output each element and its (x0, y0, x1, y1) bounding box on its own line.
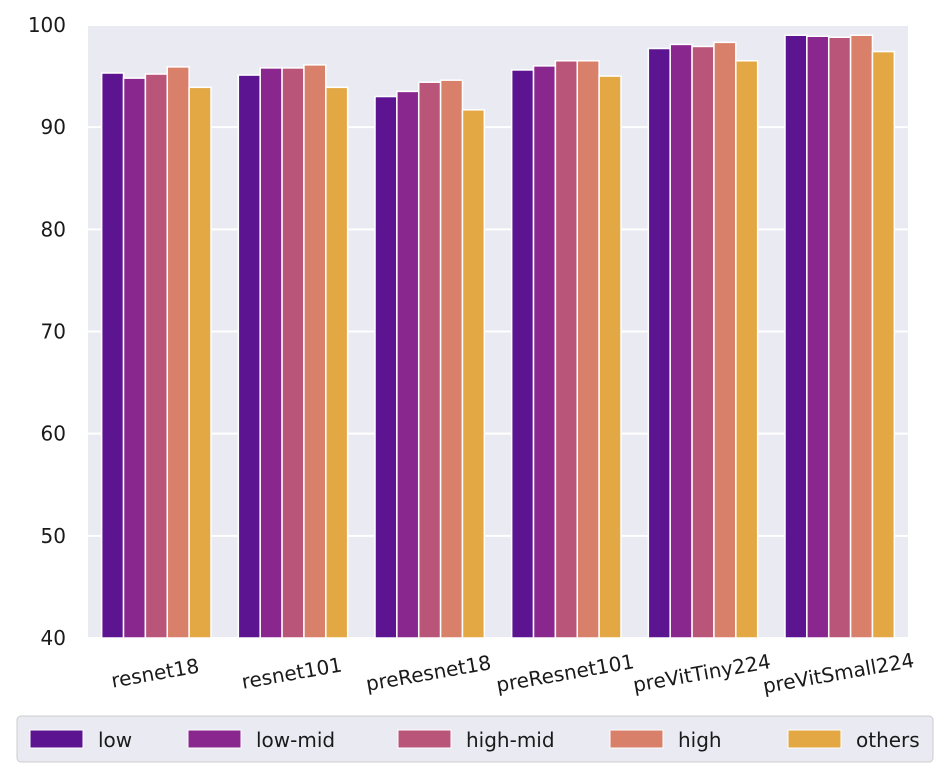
legend-frame (16, 715, 934, 763)
bar-high-mid-preVitSmall224 (827, 36, 852, 639)
bar-high-preResnet101 (576, 60, 600, 639)
bar-high-preVitSmall224 (849, 34, 874, 639)
x-tick-label: preVitTiny224 (631, 649, 772, 697)
y-tick-label: 60 (41, 422, 66, 446)
bar-others-preResnet18 (461, 109, 486, 639)
legend-swatch-high-mid (397, 729, 452, 749)
bar-high-resnet101 (303, 64, 327, 639)
legend-label: others (856, 728, 920, 752)
bar-low-preResnet18 (374, 95, 398, 639)
x-tick-label: preResnet101 (494, 649, 636, 697)
bar-low-preVitSmall224 (784, 34, 808, 639)
legend-label: high (678, 728, 722, 752)
y-tick-label: 100 (28, 13, 66, 37)
bar-high-mid-resnet101 (281, 67, 305, 639)
bar-low-preResnet101 (510, 69, 535, 639)
bar-low-resnet18 (100, 72, 125, 639)
legend-swatch-others (787, 729, 842, 749)
legend-label: high-mid (466, 728, 555, 752)
legend: low low-mid high-mid high others (16, 715, 934, 763)
bar-others-resnet101 (325, 86, 349, 639)
y-tick-label: 80 (41, 217, 66, 241)
bar-others-preVitSmall224 (871, 50, 896, 639)
bar-others-resnet18 (188, 86, 212, 639)
x-axis-tick-labels: resnet18 resnet101 preResnet18 preResnet101… (109, 648, 916, 698)
bar-low-resnet101 (237, 74, 261, 639)
x-tick-label: resnet18 (109, 654, 201, 693)
gridlines (88, 24, 908, 639)
bar-low-mid-preVitTiny224 (669, 43, 693, 639)
y-tick-label: 40 (41, 626, 66, 650)
y-axis-tick-labels: 40 50 60 70 80 90 100 (28, 13, 66, 650)
legend-swatch-low (29, 729, 84, 749)
y-tick-label: 90 (41, 115, 66, 139)
legend-label: low (98, 728, 132, 752)
bar-low-mid-preResnet101 (532, 65, 557, 639)
legend-label: low-mid (256, 728, 335, 752)
bar-high-mid-resnet18 (144, 73, 169, 639)
bar-high-mid-preResnet18 (417, 81, 442, 639)
legend-swatch-low-mid (187, 729, 242, 749)
y-tick-label: 50 (41, 524, 66, 548)
legend-swatch-high (609, 729, 664, 749)
bar-others-preVitTiny224 (735, 60, 759, 639)
bars (100, 34, 896, 639)
bar-low-mid-resnet18 (122, 77, 147, 639)
bar-high-mid-preResnet101 (554, 60, 579, 639)
bar-low-mid-preVitSmall224 (806, 35, 830, 639)
bar-high-mid-preVitTiny224 (691, 45, 715, 639)
x-tick-label: resnet101 (240, 652, 344, 693)
bar-high-preResnet18 (439, 79, 464, 639)
bar-high-preVitTiny224 (713, 41, 737, 639)
bar-low-mid-preResnet18 (396, 90, 420, 639)
x-tick-label: preResnet18 (364, 650, 493, 696)
bar-low-mid-resnet101 (259, 67, 283, 639)
bar-low-preVitTiny224 (647, 47, 671, 639)
x-tick-label: preVitSmall224 (761, 648, 916, 698)
bar-high-resnet18 (166, 66, 190, 639)
y-tick-label: 70 (41, 320, 66, 344)
bar-others-preResnet101 (598, 75, 622, 639)
